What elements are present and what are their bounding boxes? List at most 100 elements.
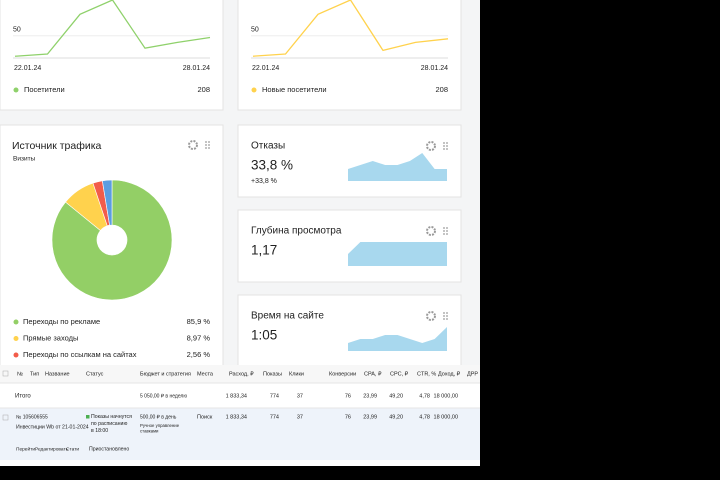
- column-header: №: [17, 371, 23, 377]
- card-title: Глубина просмотра: [251, 225, 342, 237]
- column-header: CPA, ₽: [364, 370, 382, 377]
- card-title: Отказы: [251, 141, 285, 152]
- drag-handle[interactable]: [446, 312, 448, 314]
- column-header: Бюджет и стратегия: [140, 371, 191, 377]
- legend-label: Переходы по рекламе: [23, 317, 100, 326]
- legend-dot: [13, 352, 19, 358]
- card: [0, 124, 224, 376]
- campaign-link[interactable]: Стати: [66, 446, 79, 452]
- cell: 37: [297, 393, 303, 399]
- drag-handle[interactable]: [443, 145, 445, 147]
- checkbox[interactable]: [2, 370, 9, 377]
- card-title: Время на сайте: [251, 311, 324, 322]
- bottom-mask: [0, 466, 720, 480]
- place: Поиск: [197, 414, 213, 420]
- campaign-number: № 105606555: [16, 414, 48, 420]
- drag-handle[interactable]: [443, 233, 445, 235]
- x-tick-label: 22.01.24: [14, 65, 41, 72]
- x-tick-label: 28.01.24: [183, 65, 210, 72]
- cell: 774: [270, 393, 279, 399]
- cell: 37: [297, 414, 303, 420]
- metric-value: 1,17: [251, 243, 277, 258]
- right-mask: [480, 0, 720, 480]
- column-header: CTR, %: [417, 371, 436, 377]
- column-header: CPC, ₽: [390, 370, 409, 377]
- row-bg: [0, 408, 480, 460]
- legend-value: 8,97 %: [187, 333, 211, 342]
- column-header: Показы: [263, 371, 282, 377]
- drag-handle[interactable]: [443, 148, 445, 150]
- cell: 5 050,00 ₽ в неделю: [140, 393, 187, 399]
- drag-handle[interactable]: [446, 142, 448, 144]
- y-tick-label: 50: [251, 27, 259, 34]
- sparkline-area: [348, 242, 447, 266]
- drag-handle[interactable]: [446, 318, 448, 320]
- x-tick-label: 22.01.24: [252, 65, 279, 72]
- pie-slice: [102, 179, 113, 226]
- cell: 18 000,00: [434, 414, 458, 420]
- legend-label: Новые посетители: [262, 85, 327, 94]
- column-header: Название: [45, 371, 70, 377]
- legend-dot: [13, 319, 19, 325]
- drag-handle[interactable]: [443, 318, 445, 320]
- drag-handle[interactable]: [443, 230, 445, 232]
- drag-handle[interactable]: [443, 142, 445, 144]
- cell: 76: [345, 393, 351, 399]
- legend-value: 85,9 %: [187, 317, 211, 326]
- drag-handle[interactable]: [208, 141, 210, 143]
- legend-label: Посетители: [24, 85, 65, 94]
- drag-handle[interactable]: [446, 315, 448, 317]
- cell: 23,99: [363, 393, 377, 399]
- legend-value: 2,56 %: [187, 350, 211, 359]
- row-label: Итого: [15, 394, 31, 400]
- metric-change: +33,8 %: [251, 178, 277, 185]
- cell: 49,20: [389, 414, 403, 420]
- campaign-link[interactable]: Редактировать: [35, 446, 69, 452]
- cell: 76: [345, 414, 351, 420]
- drag-handle[interactable]: [446, 227, 448, 229]
- campaign-name: Инвестиции Wb от 21-01-2024: [16, 424, 89, 430]
- drag-handle[interactable]: [446, 230, 448, 232]
- checkbox[interactable]: [2, 414, 9, 421]
- drag-handle[interactable]: [208, 147, 210, 149]
- legend-label: Прямые заходы: [23, 333, 78, 342]
- legend-dot: [13, 87, 19, 93]
- legend-total: 208: [197, 85, 210, 94]
- settings-icon[interactable]: [426, 311, 436, 321]
- drag-handle[interactable]: [446, 148, 448, 150]
- drag-handle[interactable]: [205, 147, 207, 149]
- column-header: Расход, ₽: [229, 370, 254, 377]
- column-header: Места: [197, 371, 214, 377]
- card-title: Источник трафика: [12, 140, 102, 152]
- cell: 1 833,34: [226, 414, 247, 420]
- cell: 1 833,34: [226, 393, 247, 399]
- settings-icon[interactable]: [426, 226, 436, 236]
- status-dot: [86, 415, 90, 419]
- metric-value: 1:05: [251, 328, 277, 343]
- drag-handle[interactable]: [443, 315, 445, 317]
- drag-handle[interactable]: [446, 233, 448, 235]
- column-header: Конверсии: [329, 371, 356, 377]
- drag-handle[interactable]: [205, 144, 207, 146]
- drag-handle[interactable]: [443, 227, 445, 229]
- drag-handle[interactable]: [443, 312, 445, 314]
- cell: 4,78: [419, 393, 430, 399]
- campaign-link[interactable]: Перейти: [16, 445, 35, 452]
- drag-handle[interactable]: [205, 141, 207, 143]
- column-header: Статус: [86, 371, 104, 377]
- column-header: ДРР: [467, 371, 478, 377]
- legend-total: 208: [435, 85, 448, 94]
- sparkline-area: [348, 153, 447, 181]
- sparkline-area: [348, 327, 447, 351]
- status: Показы начнутся по расписанию в 18:00: [91, 414, 132, 434]
- settings-icon[interactable]: [188, 140, 198, 150]
- cell: 4,78: [419, 414, 430, 420]
- drag-handle[interactable]: [446, 145, 448, 147]
- cell: 23,99: [363, 414, 377, 420]
- settings-icon[interactable]: [426, 141, 436, 151]
- card: [237, 294, 462, 368]
- line: [252, 0, 449, 57]
- drag-handle[interactable]: [208, 144, 210, 146]
